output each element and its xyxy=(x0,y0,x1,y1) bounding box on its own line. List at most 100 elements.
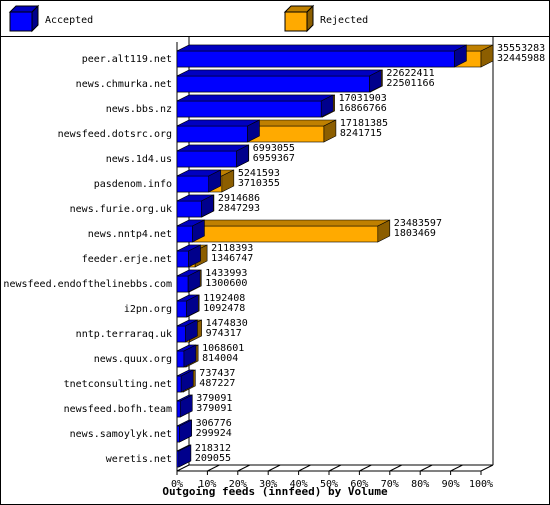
bar-side xyxy=(187,269,201,293)
value-label: 974317 xyxy=(206,328,242,339)
bar-side xyxy=(180,369,194,393)
x-tick xyxy=(359,464,372,472)
legend-swatch xyxy=(284,11,308,32)
value-label: 6959367 xyxy=(253,153,295,164)
value-label: 17181385 xyxy=(340,118,388,129)
bar xyxy=(176,175,210,193)
bar xyxy=(176,200,202,218)
x-tick xyxy=(328,464,342,472)
x-tick xyxy=(389,464,403,472)
bar-top xyxy=(176,119,260,127)
x-tick xyxy=(480,464,494,472)
value-label: 1068601 xyxy=(202,343,244,354)
bar xyxy=(176,325,186,343)
bar xyxy=(176,400,181,418)
value-label: 1803469 xyxy=(394,228,436,239)
bar xyxy=(176,300,187,318)
category-label: news.furie.org.uk xyxy=(70,204,172,215)
value-label: 1300600 xyxy=(205,278,247,289)
x-tick xyxy=(267,464,281,472)
value-label: 2847293 xyxy=(218,203,260,214)
x-tick-label: 90% xyxy=(442,479,460,490)
x-tick xyxy=(419,464,433,472)
x-tick xyxy=(176,464,190,472)
x-tick xyxy=(298,464,311,472)
legend-swatch xyxy=(9,11,33,32)
value-label: 814004 xyxy=(202,353,238,364)
value-label: 1474830 xyxy=(206,318,248,329)
value-label: 8241715 xyxy=(340,128,382,139)
x-tick-label: 80% xyxy=(411,479,429,490)
bar-side xyxy=(201,194,214,218)
value-label: 737437 xyxy=(199,368,235,379)
bar-side xyxy=(221,169,235,193)
value-label: 6993055 xyxy=(253,143,295,154)
value-label: 22501166 xyxy=(386,78,434,89)
bar-side xyxy=(236,144,249,168)
bar-side xyxy=(320,94,334,118)
value-label: 209055 xyxy=(195,453,231,464)
x-tick-label: 40% xyxy=(290,479,308,490)
value-label: 1092478 xyxy=(203,303,245,314)
x-tick-label: 10% xyxy=(198,479,216,490)
bar xyxy=(176,425,180,443)
category-label: feeder.erje.net xyxy=(82,254,172,265)
value-label: 5241593 xyxy=(238,168,280,179)
bar-side xyxy=(186,294,199,318)
value-label: 379091 xyxy=(196,403,232,414)
bar xyxy=(176,50,455,68)
value-label: 1433993 xyxy=(205,268,247,279)
value-label: 16866766 xyxy=(339,103,387,114)
bar-side xyxy=(183,344,197,368)
category-label: weretis.net xyxy=(106,454,172,465)
bar-side xyxy=(480,44,494,68)
category-label: newsfeed.dotsrc.org xyxy=(58,129,172,140)
category-label: news.1d4.us xyxy=(106,154,172,165)
value-label: 299924 xyxy=(196,428,232,439)
category-label: i2pn.org xyxy=(124,304,172,315)
category-label: news.quux.org xyxy=(94,354,172,365)
bar xyxy=(176,275,189,293)
value-label: 3710355 xyxy=(238,178,280,189)
legend-label: Accepted xyxy=(45,15,93,26)
bar xyxy=(176,125,248,143)
category-label: news.chmurka.net xyxy=(76,79,172,90)
value-label: 23483597 xyxy=(394,218,442,229)
category-label: tnetconsulting.net xyxy=(64,379,172,390)
x-tick xyxy=(450,464,463,472)
category-label: newsfeed.endofthelinebbs.com xyxy=(3,279,172,290)
bar xyxy=(176,350,185,368)
category-label: news.bbs.nz xyxy=(106,104,172,115)
category-label: newsfeed.bofh.team xyxy=(64,404,172,415)
bar xyxy=(176,100,322,118)
value-label: 379091 xyxy=(196,393,232,404)
value-label: 2914686 xyxy=(218,193,260,204)
bar xyxy=(176,225,193,243)
bar-top xyxy=(176,219,390,227)
value-label: 32445988 xyxy=(497,53,545,64)
category-label: news.nntp4.net xyxy=(88,229,172,240)
value-label: 35553283 xyxy=(497,43,545,54)
bar-top xyxy=(176,94,334,102)
value-label: 1192408 xyxy=(203,293,245,304)
bar-side xyxy=(208,169,222,193)
x-tick-label: 30% xyxy=(259,479,277,490)
category-label: nntp.terraraq.uk xyxy=(76,329,172,340)
category-label: news.samoylyk.net xyxy=(70,429,172,440)
category-label: peer.alt119.net xyxy=(82,54,172,65)
bar-side xyxy=(179,394,193,418)
value-label: 487227 xyxy=(199,378,235,389)
category-label: pasdenom.info xyxy=(94,179,172,190)
x-tick xyxy=(237,464,251,472)
bar-side xyxy=(179,419,192,443)
bar xyxy=(176,75,370,93)
bar-side xyxy=(323,119,337,143)
value-label: 17031903 xyxy=(339,93,387,104)
x-tick-label: 70% xyxy=(381,479,399,490)
x-tick-label: 0% xyxy=(171,479,183,490)
bar-side xyxy=(377,219,391,243)
legend-label: Rejected xyxy=(320,15,368,26)
bar-top xyxy=(176,44,467,52)
value-label: 306776 xyxy=(196,418,232,429)
